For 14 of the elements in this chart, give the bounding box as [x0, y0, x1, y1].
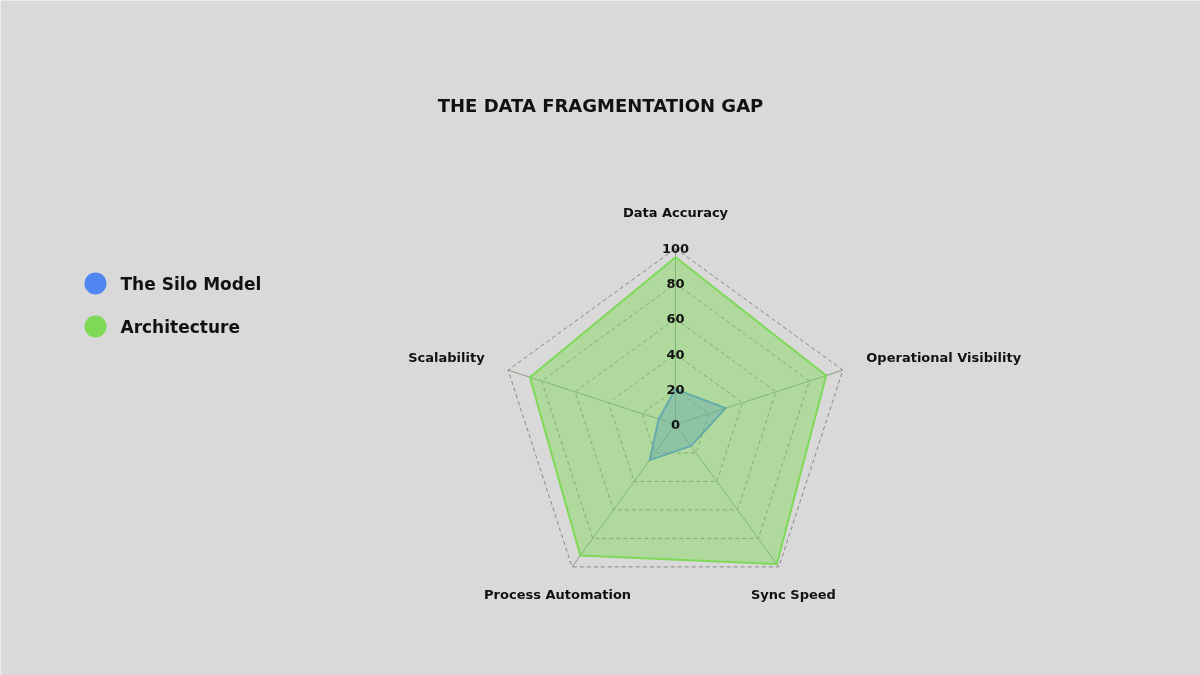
legend-label: The Silo Model	[120, 273, 262, 294]
y-tick-label: 40	[666, 346, 685, 362]
spoke-label: Sync Speed	[750, 586, 836, 602]
y-tick-label: 60	[666, 311, 685, 327]
legend-label: Architecture	[120, 316, 240, 337]
y-tick-label: 100	[661, 241, 690, 256]
y-tick-label: 0	[670, 417, 681, 432]
y-tick-label: 80	[666, 276, 685, 292]
spoke-label: Process Automation	[484, 586, 632, 602]
spoke-label: Data Accuracy	[622, 205, 729, 221]
y-tick-label: 20	[666, 381, 685, 397]
spoke-label: Operational Visibility	[866, 349, 1022, 365]
chart-title: THE DATA FRAGMENTATION GAP	[437, 95, 764, 116]
spoke-label: Scalability	[408, 349, 486, 365]
